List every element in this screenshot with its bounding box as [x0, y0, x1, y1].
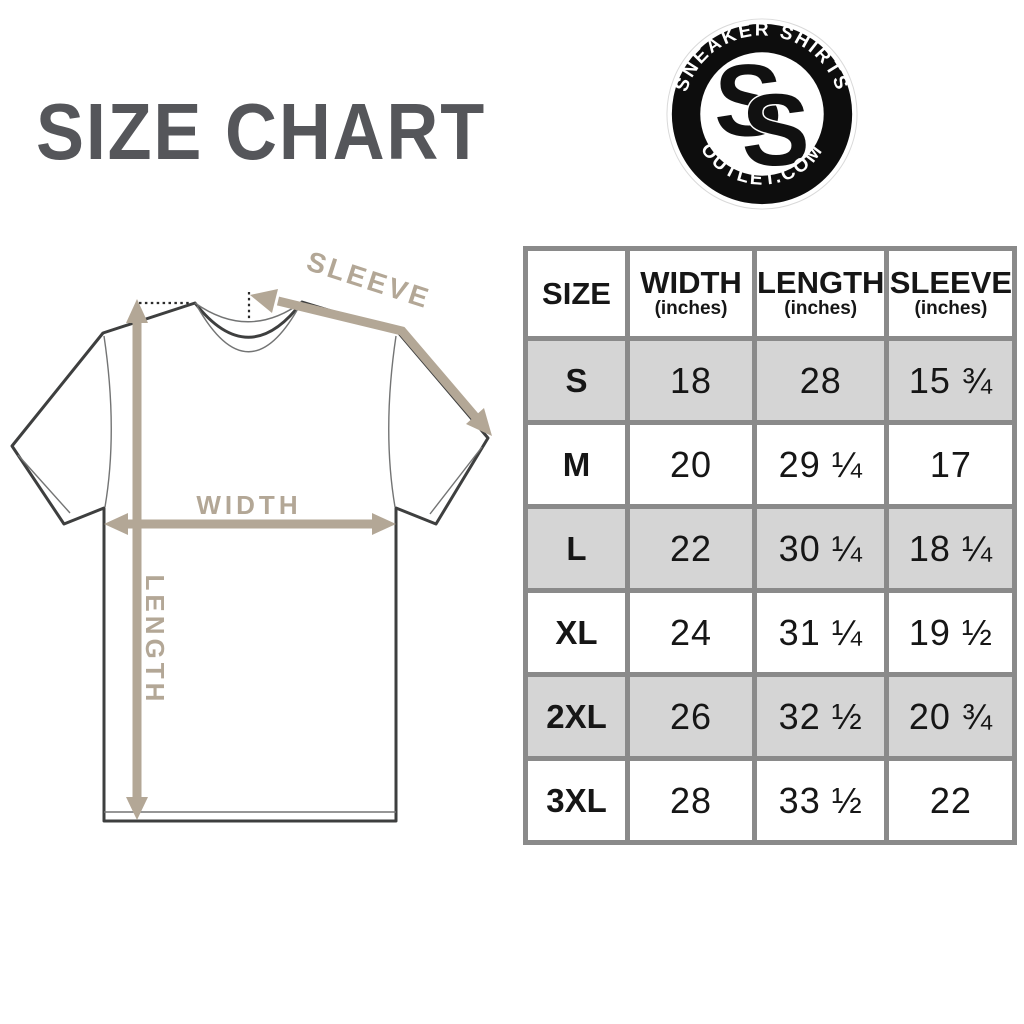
width-cell: 18	[625, 336, 757, 425]
width-arrow-icon	[104, 513, 396, 535]
column-header-sleeve: SLEEVE (inches)	[884, 246, 1018, 341]
table-row: L 22 30 ¼ 18 ¼	[523, 504, 1018, 593]
column-header-label: LENGTH	[757, 265, 885, 301]
length-cell: 30 ¼	[751, 504, 890, 593]
width-cell: 22	[625, 504, 757, 593]
page-title: SIZE CHART	[36, 87, 486, 176]
width-cell: 26	[625, 672, 757, 761]
table-row: XL 24 31 ¼ 19 ½	[523, 588, 1018, 677]
width-label: WIDTH	[196, 490, 301, 520]
sleeve-cell: 17	[884, 420, 1018, 509]
sleeve-cell: 15 ¾	[884, 336, 1018, 425]
svg-text:S: S	[742, 73, 810, 187]
width-cell: 24	[625, 588, 757, 677]
size-cell: XL	[523, 588, 630, 677]
column-header-sub: (inches)	[784, 298, 858, 320]
width-cell: 20	[625, 420, 757, 509]
column-header-length: LENGTH (inches)	[751, 246, 890, 341]
length-cell: 33 ½	[751, 756, 890, 845]
length-cell: 31 ¼	[751, 588, 890, 677]
tshirt-outline-icon	[10, 292, 490, 823]
logo-inner-circle	[700, 52, 824, 176]
table-row: S 18 28 15 ¾	[523, 336, 1018, 425]
size-cell: 3XL	[523, 756, 630, 845]
table-row: M 20 29 ¼ 17	[523, 420, 1018, 509]
length-label: LENGTH	[140, 575, 170, 706]
column-header-label: WIDTH	[640, 265, 742, 301]
length-cell: 32 ½	[751, 672, 890, 761]
size-cell: M	[523, 420, 630, 509]
size-cell: L	[523, 504, 630, 593]
sleeve-cell: 19 ½	[884, 588, 1018, 677]
column-header-size: SIZE	[523, 246, 630, 341]
column-header-width: WIDTH (inches)	[625, 246, 757, 341]
sleeve-label: SLEEVE	[303, 245, 435, 314]
column-header-sub: (inches)	[914, 298, 988, 320]
length-arrow-icon	[126, 299, 148, 820]
ss-monogram-icon: S S	[714, 44, 811, 189]
length-cell: 29 ¼	[751, 420, 890, 509]
column-header-label: SIZE	[542, 276, 611, 311]
size-chart-table: SIZE WIDTH (inches) LENGTH (inches) SLEE…	[523, 246, 1018, 845]
table-row: 2XL 26 32 ½ 20 ¾	[523, 672, 1018, 761]
table-header-row: SIZE WIDTH (inches) LENGTH (inches) SLEE…	[523, 246, 1018, 341]
length-cell: 28	[751, 336, 890, 425]
column-header-sub: (inches)	[654, 298, 728, 320]
column-header-label: SLEEVE	[889, 265, 1013, 301]
svg-text:S: S	[714, 44, 782, 158]
sleeve-cell: 18 ¼	[884, 504, 1018, 593]
width-cell: 28	[625, 756, 757, 845]
sleeve-cell: 22	[884, 756, 1018, 845]
sleeve-cell: 20 ¾	[884, 672, 1018, 761]
brand-logo: S S SNEAKER SHIRTS OUTLET.COM	[666, 18, 858, 210]
sleeve-arrow-icon	[250, 289, 492, 436]
tshirt-measurement-diagram: WIDTH LENGTH SLEEVE	[10, 245, 492, 823]
size-cell: S	[523, 336, 630, 425]
table-row: 3XL 28 33 ½ 22	[523, 756, 1018, 845]
size-cell: 2XL	[523, 672, 630, 761]
